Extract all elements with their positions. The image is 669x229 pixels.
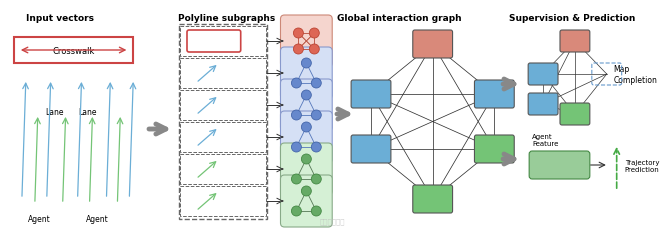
FancyBboxPatch shape bbox=[474, 135, 514, 163]
FancyBboxPatch shape bbox=[351, 135, 391, 163]
Circle shape bbox=[301, 186, 311, 196]
Text: Input vectors: Input vectors bbox=[26, 14, 94, 23]
FancyBboxPatch shape bbox=[529, 151, 590, 179]
Text: Global interaction graph: Global interaction graph bbox=[337, 14, 462, 23]
Text: Crosswalk: Crosswalk bbox=[52, 46, 95, 55]
Text: 自动驾驶之心: 自动驾驶之心 bbox=[320, 218, 345, 224]
Text: Agent: Agent bbox=[86, 214, 109, 223]
Circle shape bbox=[311, 206, 321, 216]
Circle shape bbox=[294, 29, 303, 39]
FancyBboxPatch shape bbox=[413, 31, 452, 59]
FancyBboxPatch shape bbox=[351, 81, 391, 109]
FancyBboxPatch shape bbox=[528, 64, 558, 86]
FancyBboxPatch shape bbox=[280, 175, 332, 227]
FancyBboxPatch shape bbox=[560, 104, 590, 125]
Text: Lane: Lane bbox=[45, 108, 64, 117]
Circle shape bbox=[301, 123, 311, 132]
Circle shape bbox=[292, 206, 301, 216]
FancyBboxPatch shape bbox=[280, 143, 332, 195]
FancyBboxPatch shape bbox=[560, 31, 590, 53]
FancyBboxPatch shape bbox=[474, 81, 514, 109]
FancyBboxPatch shape bbox=[528, 94, 558, 115]
Circle shape bbox=[301, 91, 311, 101]
FancyBboxPatch shape bbox=[280, 80, 332, 131]
Circle shape bbox=[311, 174, 321, 184]
Text: Lane: Lane bbox=[78, 108, 97, 117]
Circle shape bbox=[294, 45, 303, 55]
FancyBboxPatch shape bbox=[280, 16, 332, 68]
FancyBboxPatch shape bbox=[280, 48, 332, 100]
Circle shape bbox=[311, 79, 321, 89]
Circle shape bbox=[309, 45, 319, 55]
Text: Map
Completion: Map Completion bbox=[613, 65, 658, 84]
Circle shape bbox=[301, 59, 311, 69]
FancyBboxPatch shape bbox=[280, 112, 332, 163]
Text: Supervision & Prediction: Supervision & Prediction bbox=[509, 14, 636, 23]
Circle shape bbox=[292, 174, 301, 184]
Circle shape bbox=[311, 111, 321, 120]
Text: Trajectory
Prediction: Trajectory Prediction bbox=[625, 159, 660, 172]
Circle shape bbox=[311, 142, 321, 152]
Circle shape bbox=[292, 142, 301, 152]
Text: Agent
Feature: Agent Feature bbox=[532, 134, 559, 146]
Circle shape bbox=[292, 111, 301, 120]
Circle shape bbox=[301, 154, 311, 164]
Text: Agent: Agent bbox=[28, 214, 51, 223]
Circle shape bbox=[309, 29, 319, 39]
Circle shape bbox=[292, 79, 301, 89]
FancyBboxPatch shape bbox=[413, 185, 452, 213]
Text: Polyline subgraphs: Polyline subgraphs bbox=[178, 14, 275, 23]
